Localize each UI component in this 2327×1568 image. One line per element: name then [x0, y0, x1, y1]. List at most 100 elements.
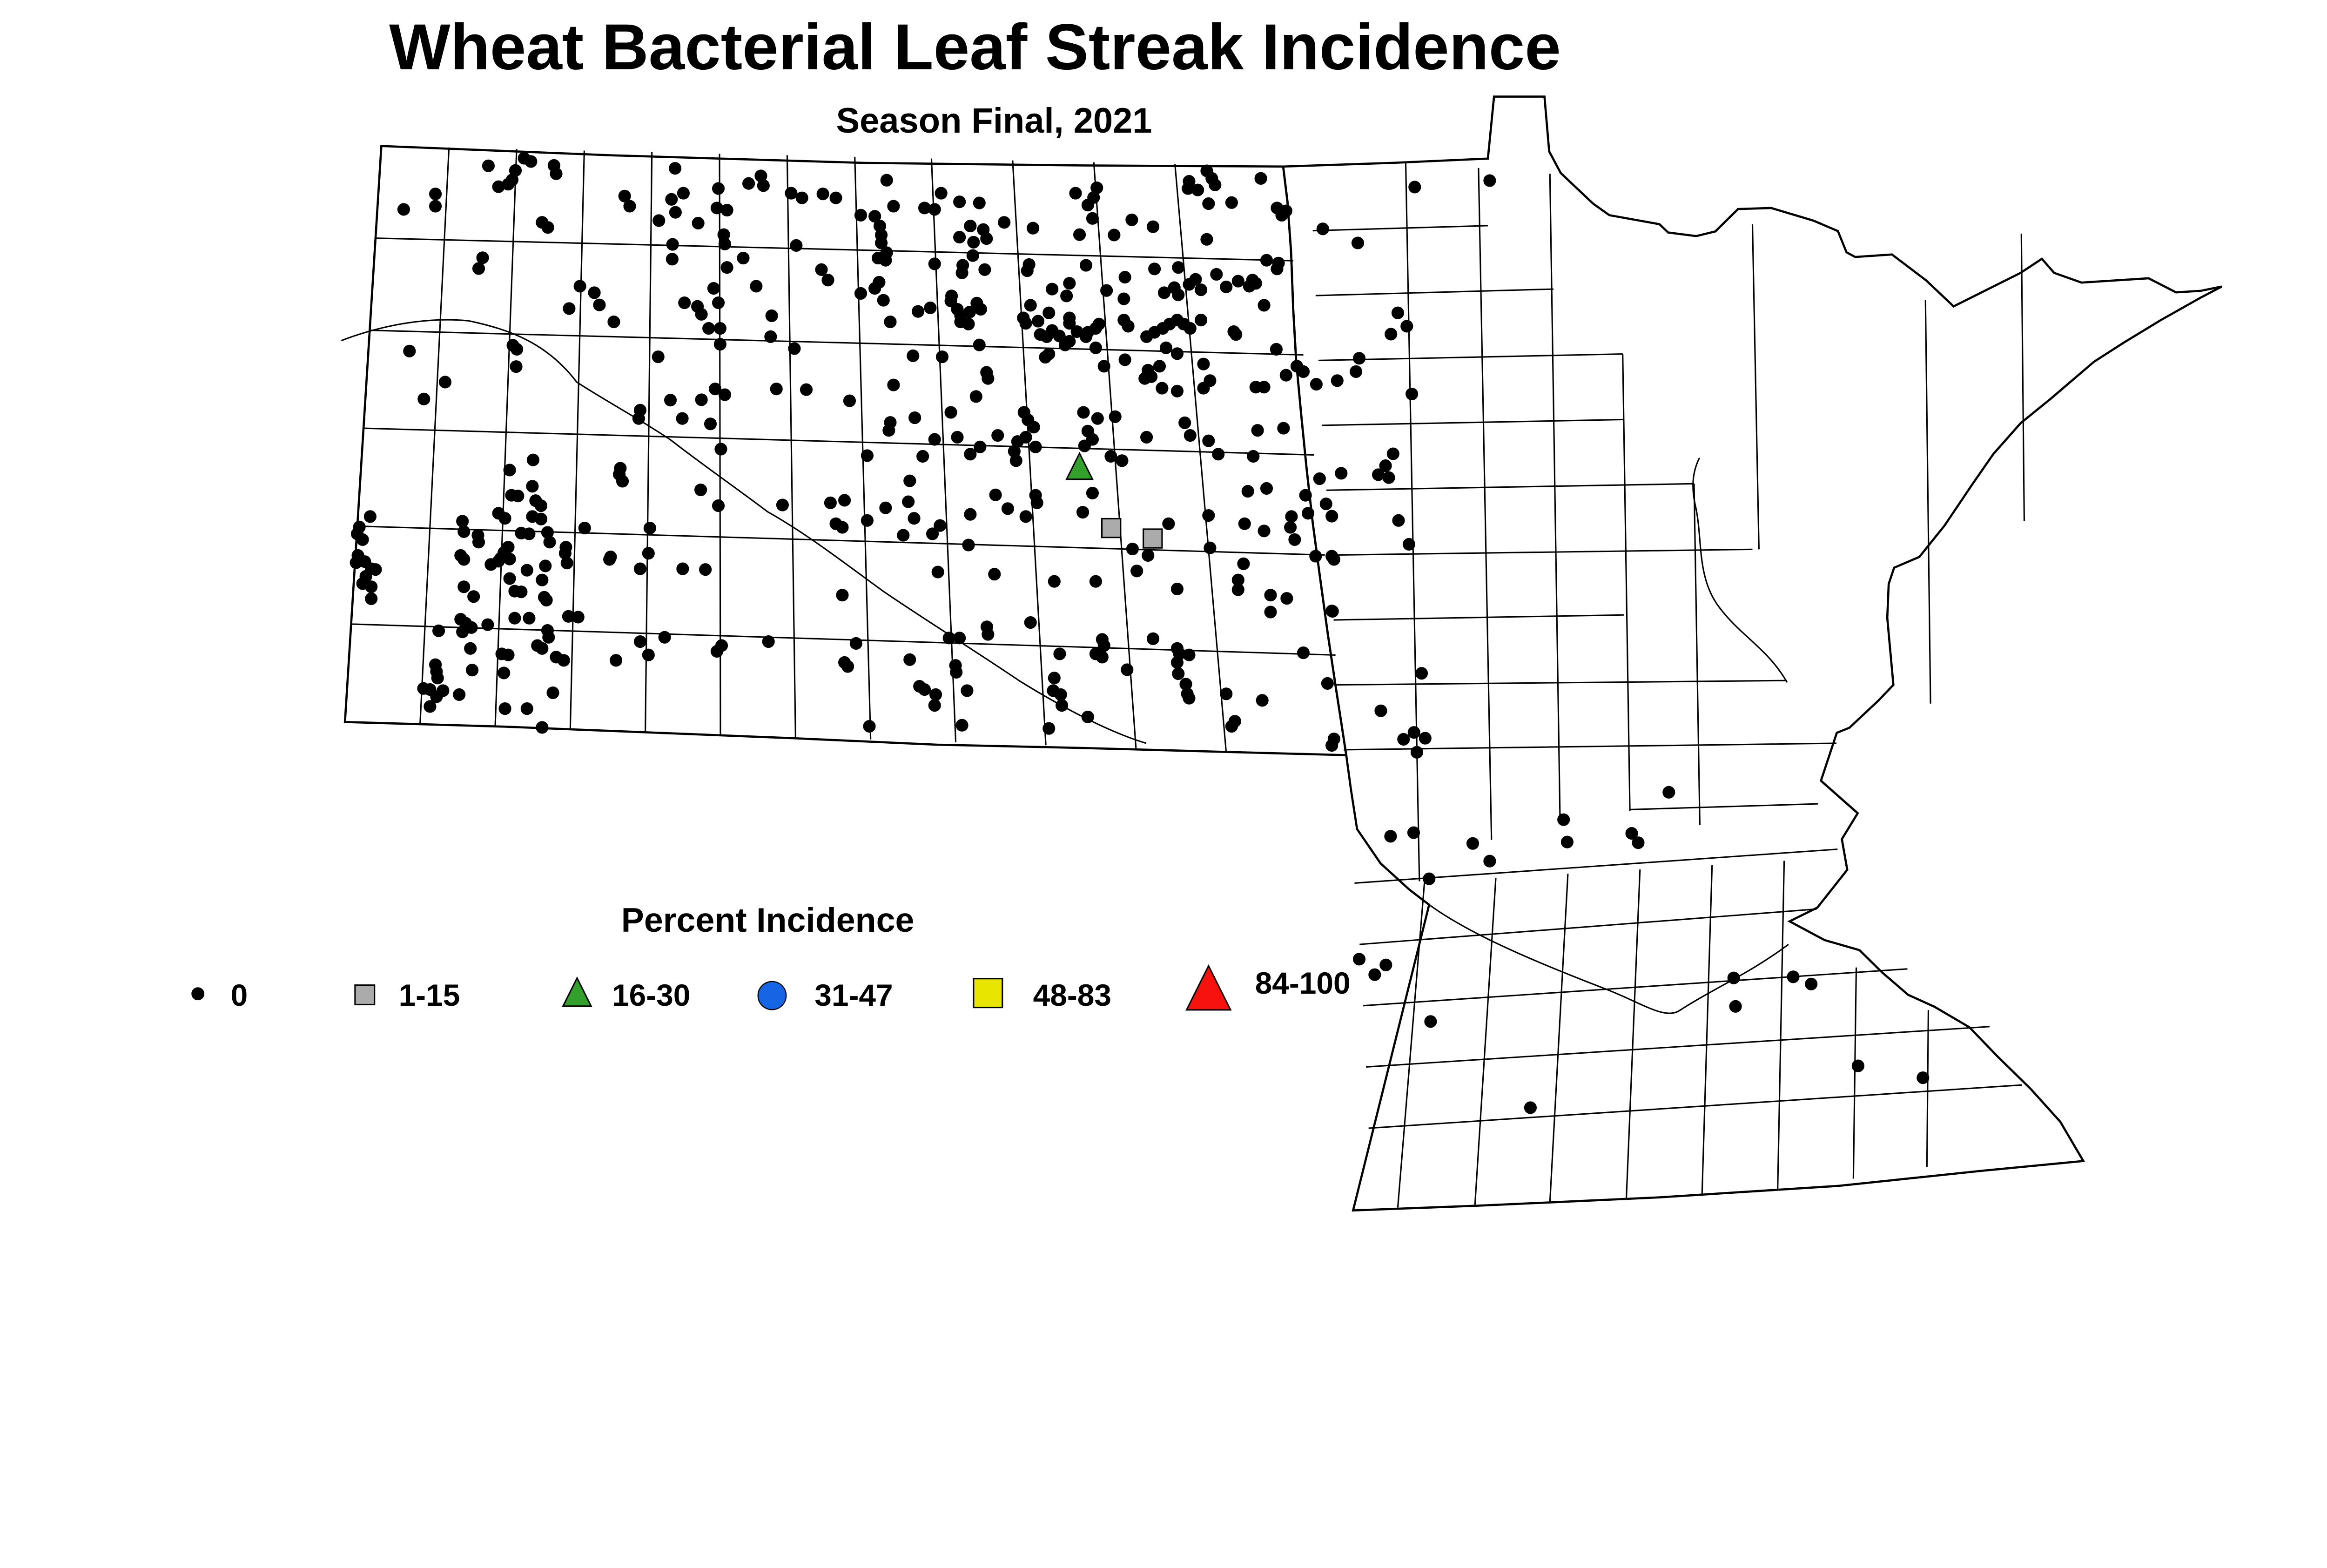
map-marker-0: [623, 200, 636, 213]
map-marker-0: [356, 533, 369, 546]
map-marker-0: [712, 499, 725, 512]
map-marker-0: [508, 612, 521, 625]
map-marker-0: [1202, 197, 1215, 210]
map-marker-0: [541, 221, 554, 234]
map-marker-0: [633, 635, 647, 648]
map-marker-0: [704, 417, 717, 431]
map-marker-0: [1397, 733, 1410, 746]
map-marker-0: [903, 653, 916, 666]
map-marker-0: [652, 350, 665, 363]
map-marker-0: [710, 202, 723, 215]
map-marker-0: [918, 683, 931, 696]
map-marker-0: [908, 512, 921, 525]
map-marker-0: [1284, 521, 1297, 534]
map-marker-0: [1130, 565, 1143, 578]
map-marker-0: [1210, 268, 1223, 281]
map-marker-0: [1053, 330, 1066, 343]
map-marker-0: [1384, 830, 1397, 843]
map-marker-0: [1048, 575, 1061, 588]
map-marker-0: [1091, 412, 1104, 425]
map-marker-0: [573, 280, 586, 293]
map-marker-0: [618, 189, 631, 202]
nd-county-line-v: [419, 147, 450, 725]
map-marker-0: [1042, 722, 1056, 735]
map-marker-0: [1258, 525, 1271, 538]
map-marker-0: [1310, 378, 1323, 391]
legend-marker-16-30: [562, 976, 592, 1007]
map-marker-0: [829, 191, 842, 204]
map-marker-0: [1247, 450, 1260, 463]
figure-wrapper: Percent Incidence 0 1-15 16-30 31-47 48-…: [191, 10, 2222, 1212]
map-marker-0: [785, 187, 798, 200]
map-marker-0: [424, 700, 437, 713]
map-marker-0: [944, 295, 957, 308]
map-marker-0: [953, 231, 966, 244]
map-marker-0: [816, 188, 829, 201]
map-marker-0: [718, 237, 732, 250]
map-marker-0: [1279, 369, 1292, 382]
map-marker-0: [1243, 280, 1256, 293]
map-marker-0: [1202, 509, 1215, 522]
map-marker-0: [1325, 550, 1338, 563]
legend-title: Percent Incidence: [621, 901, 915, 939]
map-marker-0: [757, 179, 770, 192]
map-marker-0: [1063, 317, 1076, 330]
map-marker-0: [543, 536, 556, 549]
map-marker-0: [607, 316, 620, 329]
map-marker-0: [879, 254, 892, 267]
legend-marker-1-15: [354, 984, 376, 1005]
map-marker-0: [720, 261, 733, 274]
map-marker-0: [720, 203, 733, 217]
map-marker-0: [928, 203, 941, 216]
map-marker-0: [1374, 704, 1387, 717]
minnesota-county-lines: [1312, 163, 2025, 1208]
map-marker-0: [1054, 688, 1067, 701]
map-marker-0: [550, 167, 563, 180]
map-marker-0: [750, 280, 763, 293]
map-marker-0: [928, 699, 941, 712]
map-marker-0: [800, 383, 813, 396]
map-marker-0: [964, 448, 977, 461]
map-marker-0: [431, 672, 444, 685]
map-marker-0: [928, 257, 941, 270]
map-marker-0: [511, 490, 525, 503]
map-marker-0: [718, 388, 732, 401]
map-marker-0: [642, 648, 655, 661]
legend-label-31-47: 31-47: [814, 978, 893, 1012]
map-marker-0: [897, 529, 910, 542]
map-marker-0: [1073, 228, 1086, 241]
map-marker-0: [973, 338, 986, 351]
map-marker-0: [1238, 517, 1251, 530]
map-marker-0: [1302, 507, 1315, 520]
map-marker-0: [1400, 320, 1413, 333]
map-marker-0: [1727, 971, 1740, 984]
geography-layer: [341, 95, 2222, 1212]
map-marker-0: [998, 216, 1011, 229]
map-marker-0: [633, 562, 647, 575]
map-marker-0: [432, 624, 445, 637]
map-marker-0: [363, 510, 377, 523]
map-marker-0: [632, 412, 645, 425]
map-marker-0: [709, 383, 722, 396]
map-marker-0: [907, 349, 920, 362]
map-marker-0: [1204, 541, 1217, 554]
map-marker-0: [707, 282, 720, 295]
map-marker-0: [1027, 421, 1040, 434]
map-marker-0: [536, 642, 549, 655]
map-marker-0: [430, 690, 443, 703]
map-marker-1-15: [1101, 518, 1122, 538]
map-marker-0: [417, 392, 430, 405]
map-marker-0: [980, 232, 993, 245]
map-marker-0: [563, 302, 576, 315]
map-marker-0: [1204, 374, 1217, 387]
map-marker-0: [824, 496, 837, 509]
map-marker-0: [795, 191, 808, 204]
map-marker-0: [929, 688, 942, 701]
map-marker-0: [1524, 1101, 1537, 1114]
map-marker-0: [1483, 174, 1496, 187]
map-marker-0: [652, 214, 666, 227]
map-marker-0: [1009, 454, 1022, 467]
map-marker-0: [973, 196, 986, 209]
map-marker-0: [1060, 289, 1073, 303]
map-marker-0: [481, 618, 494, 631]
